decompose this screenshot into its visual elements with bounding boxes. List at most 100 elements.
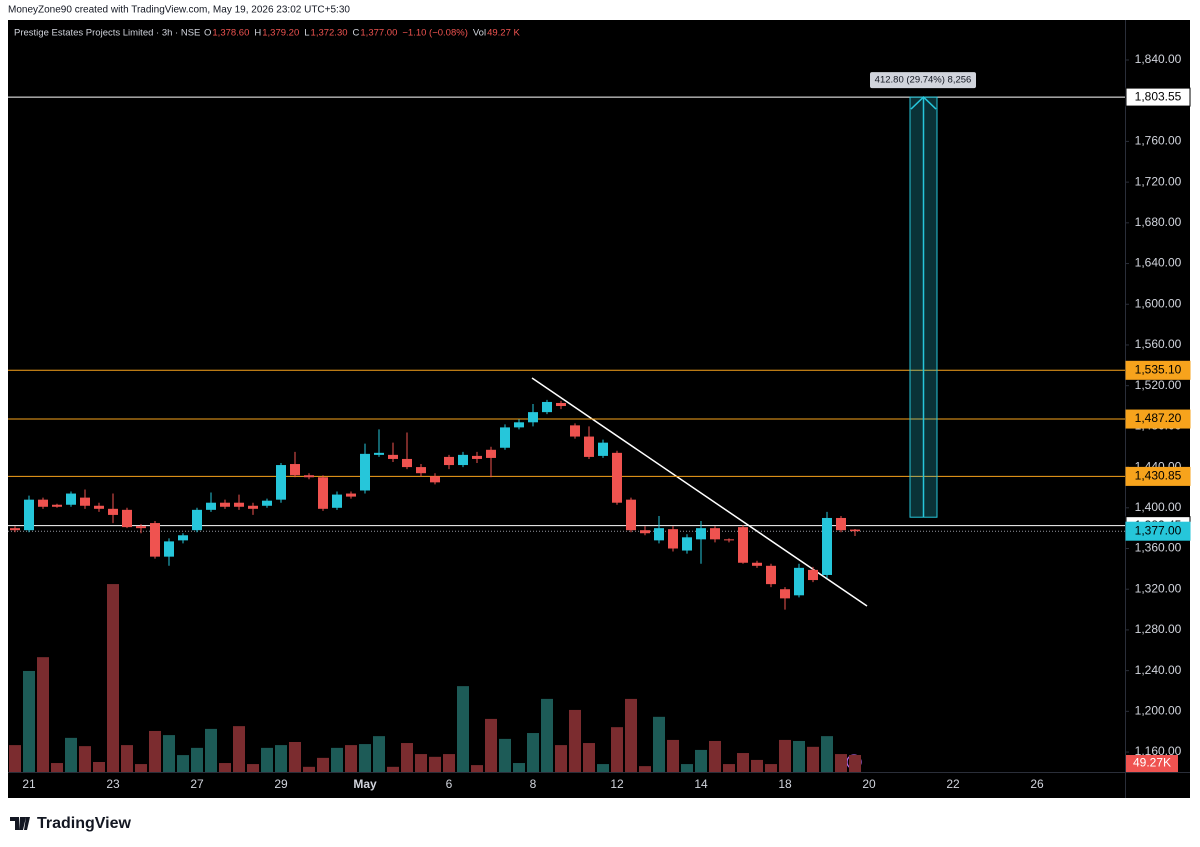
volume-bar bbox=[625, 698, 637, 772]
x-tick-label: 20 bbox=[862, 777, 876, 791]
candle-body bbox=[346, 493, 356, 497]
chart-background bbox=[8, 20, 1190, 798]
volume-bar bbox=[65, 737, 77, 772]
candle-body bbox=[444, 456, 454, 466]
volume-bar bbox=[709, 740, 721, 772]
volume-bar bbox=[163, 735, 175, 772]
y-tick-label: 1,720.00 bbox=[1135, 174, 1182, 188]
x-tick-label: 12 bbox=[610, 777, 624, 791]
volume-bar bbox=[9, 745, 21, 772]
candle-body bbox=[66, 493, 76, 505]
logo-mark bbox=[10, 817, 30, 830]
measure-label-box bbox=[870, 72, 976, 89]
volume-bar bbox=[23, 670, 35, 772]
volume-bar bbox=[191, 747, 203, 772]
legend-value: 1,372.30 bbox=[311, 28, 348, 39]
candle-body bbox=[38, 499, 48, 507]
volume-bar bbox=[443, 754, 455, 772]
candle-body bbox=[472, 455, 482, 459]
trendline bbox=[531, 377, 868, 607]
candle-body bbox=[318, 477, 328, 509]
candle-body bbox=[542, 401, 552, 413]
candle-body bbox=[164, 541, 174, 557]
x-tick-label: 8 bbox=[530, 777, 537, 791]
volume-bar bbox=[597, 764, 609, 772]
volume-bar bbox=[527, 733, 539, 772]
candle-body bbox=[220, 502, 230, 507]
candle-body bbox=[52, 504, 62, 507]
candle-body bbox=[626, 499, 636, 531]
volume-bar bbox=[149, 730, 161, 772]
volume-bar bbox=[373, 736, 385, 772]
volume-bar bbox=[107, 584, 119, 772]
y-tick-label: 1,560.00 bbox=[1135, 337, 1182, 351]
volume-bar bbox=[261, 747, 273, 772]
volume-bar bbox=[555, 745, 567, 772]
brand-name: TradingView bbox=[37, 815, 132, 832]
candle-body bbox=[752, 562, 762, 566]
legend-value: 49.27 K bbox=[487, 28, 520, 39]
legend-value: 1,378.60 bbox=[212, 28, 249, 39]
volume-bar bbox=[807, 746, 819, 772]
candle-body bbox=[402, 458, 412, 468]
candle-body bbox=[696, 528, 706, 540]
candle-body bbox=[668, 529, 678, 549]
x-tick-label: 18 bbox=[778, 777, 792, 791]
volume-bar bbox=[821, 736, 833, 772]
y-tick-label: 1,360.00 bbox=[1135, 541, 1182, 555]
volume-bar bbox=[835, 754, 847, 772]
price-label-box bbox=[1125, 409, 1191, 429]
legend-key: L bbox=[304, 28, 309, 39]
volume-bar bbox=[37, 657, 49, 772]
price-label: 1,535.10 bbox=[1135, 362, 1182, 376]
candle-body bbox=[430, 476, 440, 483]
legend-key: Vol bbox=[473, 28, 486, 39]
candle-body bbox=[304, 475, 314, 478]
candle-body bbox=[332, 494, 342, 508]
volume-bar bbox=[513, 763, 525, 772]
volume-bar bbox=[653, 716, 665, 772]
volume-bar bbox=[583, 743, 595, 772]
price-label: 1,377.00 bbox=[1135, 523, 1182, 537]
symbol-title: Prestige Estates Projects Limited · 3h ·… bbox=[14, 28, 200, 39]
y-tick-label: 1,640.00 bbox=[1135, 256, 1182, 270]
candle-body bbox=[584, 436, 594, 457]
volume-bar bbox=[765, 764, 777, 772]
candle-body bbox=[850, 529, 860, 532]
candle-body bbox=[122, 509, 132, 528]
candle-body bbox=[24, 499, 34, 531]
candle-body bbox=[528, 412, 538, 423]
volume-bar bbox=[303, 766, 315, 772]
x-tick-label: 21 bbox=[22, 777, 36, 791]
volume-bar bbox=[681, 764, 693, 772]
candle-body bbox=[94, 505, 104, 509]
legend-value: 1,377.00 bbox=[360, 28, 397, 39]
volume-bar bbox=[485, 718, 497, 772]
candle-body bbox=[360, 453, 370, 491]
x-tick-label: 14 bbox=[694, 777, 708, 791]
volume-bar bbox=[359, 744, 371, 772]
candle-body bbox=[808, 569, 818, 581]
price-label: 1,430.85 bbox=[1135, 469, 1182, 483]
volume-bar bbox=[611, 727, 623, 772]
price-label-box bbox=[1125, 466, 1191, 486]
volume-bar bbox=[499, 738, 511, 772]
volume-label: 49.27K bbox=[1133, 756, 1171, 770]
candle-body bbox=[388, 454, 398, 459]
volume-label-box bbox=[1126, 755, 1178, 772]
candle-body bbox=[514, 422, 524, 428]
y-tick-label: 1,520.00 bbox=[1135, 378, 1182, 392]
brand-logo: TradingView bbox=[10, 815, 132, 832]
candle-body bbox=[598, 442, 608, 456]
volume-bar bbox=[849, 755, 861, 772]
volume-bar bbox=[471, 765, 483, 772]
candle-body bbox=[262, 500, 272, 506]
volume-bar bbox=[457, 686, 469, 772]
candle-body bbox=[724, 539, 734, 541]
x-tick-label: May bbox=[353, 777, 377, 791]
candle-body bbox=[682, 537, 692, 551]
legend-key: H bbox=[254, 28, 261, 39]
candle-body bbox=[556, 402, 566, 407]
candle-body bbox=[234, 502, 244, 507]
